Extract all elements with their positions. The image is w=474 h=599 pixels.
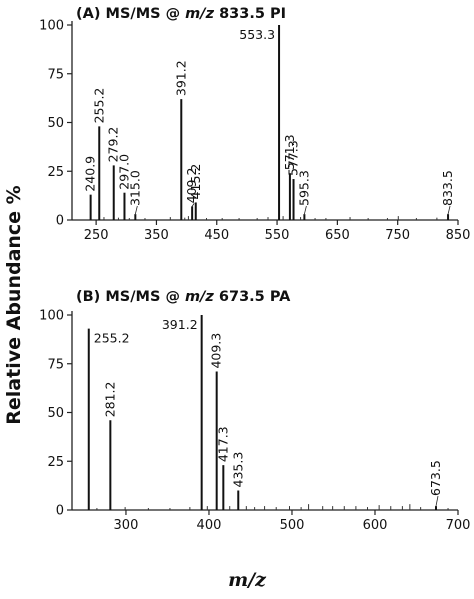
x-tick-label: 550 bbox=[265, 228, 290, 243]
x-tick-label: 250 bbox=[84, 228, 109, 243]
x-tick-label: 400 bbox=[197, 518, 222, 533]
panel-title: (A) MS/MS @ m/z 833.5 PI bbox=[76, 6, 286, 22]
title-suffix: 833.5 PI bbox=[214, 6, 286, 22]
y-tick-label: 100 bbox=[39, 309, 64, 324]
peak-label: 297.0 bbox=[116, 154, 131, 190]
peak-label: 595.3 bbox=[296, 170, 311, 206]
peak-label: 281.2 bbox=[102, 382, 117, 418]
peak-label: 255.2 bbox=[91, 88, 106, 124]
peak-label: 673.5 bbox=[428, 460, 443, 496]
peak-label: 315.0 bbox=[127, 170, 142, 206]
peak-label: 415.2 bbox=[188, 164, 203, 200]
y-tick-label: 0 bbox=[56, 504, 64, 519]
peak-label: 417.3 bbox=[215, 426, 230, 462]
peak-label: 571.3 bbox=[282, 134, 297, 170]
x-tick-label: 850 bbox=[446, 228, 471, 243]
peak-label: 255.2 bbox=[94, 331, 130, 346]
peak-leader bbox=[191, 203, 195, 207]
peak-label: 409.2 bbox=[184, 168, 199, 204]
title-mz: m/z bbox=[185, 289, 214, 305]
y-tick-label: 50 bbox=[47, 116, 64, 131]
x-tick-label: 350 bbox=[144, 228, 169, 243]
title-prefix: MS/MS @ bbox=[105, 289, 185, 305]
panel-title: (B) MS/MS @ m/z 673.5 PA bbox=[76, 289, 291, 305]
y-tick-label: 100 bbox=[39, 19, 64, 34]
title-mz: m/z bbox=[185, 6, 214, 22]
x-tick-label: 650 bbox=[325, 228, 350, 243]
x-tick-label: 300 bbox=[114, 518, 139, 533]
y-tick-label: 75 bbox=[47, 67, 64, 82]
x-tick-label: 450 bbox=[204, 228, 229, 243]
y-tick-label: 25 bbox=[47, 455, 64, 470]
peak-label: 391.2 bbox=[173, 60, 188, 96]
x-tick-label: 600 bbox=[363, 518, 388, 533]
peak-leader bbox=[303, 205, 307, 215]
peak-label: 391.2 bbox=[162, 317, 198, 332]
y-axis-title: Relative Abundance % bbox=[3, 185, 25, 424]
y-tick-label: 0 bbox=[56, 214, 64, 229]
x-tick-label: 750 bbox=[385, 228, 410, 243]
peak-label: 279.2 bbox=[106, 127, 121, 163]
peak-label: 435.3 bbox=[230, 452, 245, 488]
x-tick-label: 700 bbox=[446, 518, 471, 533]
peak-label: 577.3 bbox=[286, 140, 301, 176]
x-tick-label: 500 bbox=[280, 518, 305, 533]
y-tick-label: 25 bbox=[47, 165, 64, 180]
panel-label: (B) bbox=[76, 289, 105, 305]
x-axis-title: m/z bbox=[228, 569, 267, 591]
peak-leader bbox=[134, 205, 138, 215]
spectrum-panel-b: (B) MS/MS @ m/z 673.5 PA 0 25 50 75 100 300 400… bbox=[39, 289, 470, 533]
peak-label: 240.9 bbox=[83, 156, 98, 192]
panel-label: (A) bbox=[76, 6, 106, 22]
peak-label: 553.3 bbox=[239, 27, 275, 42]
spectrum-panel-a: (A) MS/MS @ m/z 833.5 PI 0 25 50 75 100 250 350… bbox=[39, 6, 470, 243]
peak-label: 409.3 bbox=[209, 333, 224, 369]
peak-label: 833.5 bbox=[440, 170, 455, 206]
y-tick-label: 50 bbox=[47, 406, 64, 421]
title-suffix: 673.5 PA bbox=[214, 289, 291, 305]
title-prefix: MS/MS @ bbox=[106, 6, 186, 22]
peak-leader bbox=[435, 495, 439, 507]
peak-leader bbox=[447, 205, 451, 215]
y-tick-label: 75 bbox=[47, 357, 64, 372]
